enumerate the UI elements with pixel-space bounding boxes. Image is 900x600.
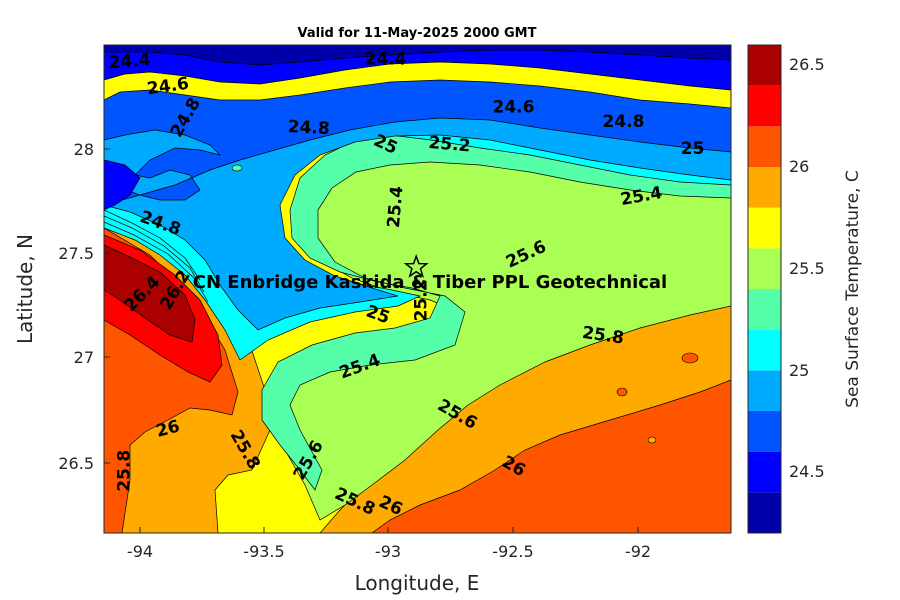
y-tick-label: 26.5 [58, 454, 94, 473]
x-axis-title: Longitude, E [355, 571, 480, 595]
colorbar-title: Sea Surface Temperature, C [843, 170, 863, 408]
contour-label: 25.2 [411, 279, 431, 321]
contour-label: 24.8 [287, 117, 330, 139]
contour-line-w1 [104, 209, 201, 281]
band-24.4-24.6-west [104, 159, 141, 211]
plot-area: 24.4 24.424.624.8 24.824.624.825 25.2 2525.4… [104, 45, 731, 533]
colorbar-tick-label: 26 [789, 157, 809, 176]
colorbar-border [747, 44, 782, 534]
contour-label: 25 [681, 139, 705, 159]
contour-line-w3 [104, 221, 209, 303]
spot-3 [616, 387, 628, 397]
band-24.2-24.4 [104, 45, 731, 66]
contour-label: 25.2 [428, 133, 472, 157]
contour-label: 24.4 [365, 50, 407, 70]
colorbar-tick-label: 25.5 [789, 259, 825, 278]
colorbar-ticks: 24.5 25 25.5 26 26.5 [789, 55, 825, 481]
colorbar-tick-label: 26.5 [789, 55, 825, 74]
y-tick-label: 28 [74, 140, 94, 159]
site-star-marker [403, 253, 429, 278]
spot-1 [231, 164, 243, 172]
band-26.0-26.2-se [371, 379, 731, 533]
spot-2 [681, 352, 699, 364]
colorbar-tick-label: 25 [789, 361, 809, 380]
colorbar-band [748, 451, 781, 493]
spot-5 [254, 459, 260, 465]
colorbar-band [748, 492, 781, 533]
colorbar-band [748, 411, 781, 452]
site-label: CN Enbridge Kaskida & Tiber PPL Geotechn… [193, 272, 667, 293]
x-tick-label: -93.5 [243, 542, 284, 561]
contour-label: 24.8 [603, 112, 645, 132]
colorbar-band [748, 248, 781, 289]
colorbar-band [748, 45, 781, 86]
x-tick-label: -92 [625, 542, 651, 561]
contour-line-w2 [104, 215, 205, 293]
colorbar-band [748, 126, 781, 167]
x-tick-label: -92.5 [492, 542, 533, 561]
band-26.4-26.6 [104, 244, 196, 343]
colorbar [748, 45, 781, 533]
colorbar-band [748, 85, 781, 127]
spot-4 [647, 436, 657, 444]
x-axis: -94 -93.5 -93 -92.5 -92 [127, 527, 651, 561]
x-tick-label: -93 [375, 542, 401, 561]
colorbar-band [748, 289, 781, 330]
colorbar-band [748, 370, 781, 411]
colorbar-band [748, 167, 781, 208]
y-axis: 26.5 27 27.5 28 [58, 140, 110, 473]
colorbar-tick-label: 24.5 [789, 462, 825, 481]
y-tick-label: 27 [74, 348, 94, 367]
y-tick-label: 27.5 [58, 244, 94, 263]
contour-label: 24.6 [492, 97, 534, 117]
colorbar-band [748, 207, 781, 249]
contour-label: 25.8 [114, 450, 134, 492]
plot-border [103, 44, 732, 534]
contour-label: 24.4 [108, 50, 152, 74]
colorbar-band [748, 329, 781, 371]
contour-label: 25.4 [384, 185, 408, 229]
x-tick-label: -94 [127, 542, 153, 561]
band-24.6-24.8 [104, 79, 731, 206]
plot-title: Valid for 11-May-2025 2000 GMT [298, 26, 537, 41]
y-axis-title: Latitude, N [13, 234, 37, 344]
